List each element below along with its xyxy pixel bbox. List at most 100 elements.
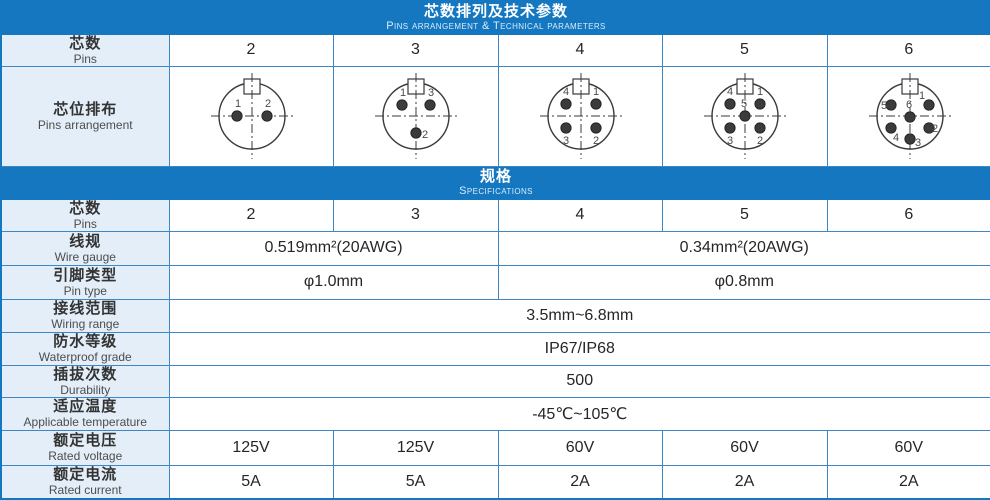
- svg-text:4: 4: [562, 86, 568, 98]
- voltage-label-zh: 额定电压: [2, 432, 169, 449]
- waterproof-label-zh: 防水等级: [2, 333, 169, 350]
- section2-title-zh: 规格: [2, 168, 990, 185]
- wiring-range-label-zh: 接线范围: [2, 300, 169, 317]
- wiring-range-label-en: Wiring range: [2, 317, 169, 331]
- spec-pins-label-en: Pins: [2, 217, 169, 231]
- spec-pins-count-6: 6: [827, 199, 990, 231]
- section2-title-en: Specifications: [2, 185, 990, 197]
- svg-text:1: 1: [918, 90, 924, 102]
- spec-pins-count-4: 4: [498, 199, 662, 231]
- 3-pin connector-drawing: 1 3 2: [334, 67, 498, 165]
- spec-pins-label-zh: 芯数: [2, 200, 169, 217]
- svg-text:2: 2: [931, 123, 937, 135]
- spec-pins-count-3: 3: [333, 199, 498, 231]
- voltage-value-3: 125V: [333, 430, 498, 465]
- svg-text:3: 3: [562, 135, 568, 147]
- svg-text:2: 2: [264, 98, 270, 110]
- spec-row-waterproof-grade: 防水等级 Waterproof grade IP67/IP68: [1, 332, 990, 365]
- svg-text:3: 3: [914, 137, 920, 149]
- svg-text:2: 2: [592, 135, 598, 147]
- svg-text:5: 5: [740, 98, 746, 110]
- pins-count-row: 芯数 Pins 2 3 4 5 6: [1, 34, 990, 66]
- spec-pins-count-2: 2: [169, 199, 333, 231]
- voltage-label-en: Rated voltage: [2, 449, 169, 463]
- 2-pin connector-drawing: 12: [170, 67, 334, 165]
- spec-pins-label-cell: 芯数 Pins: [1, 199, 169, 231]
- wiring-range-value: 3.5mm~6.8mm: [169, 299, 990, 332]
- pin-type-value-4-6: φ0.8mm: [498, 265, 990, 299]
- voltage-value-6: 60V: [827, 430, 990, 465]
- connector-diagram-4pin: 4 1 3 2: [498, 66, 662, 166]
- pins-count-6: 6: [827, 34, 990, 66]
- voltage-value-4: 60V: [498, 430, 662, 465]
- pins-count-2: 2: [169, 34, 333, 66]
- pins-label-zh: 芯数: [2, 35, 169, 52]
- voltage-value-2: 125V: [169, 430, 333, 465]
- svg-text:1: 1: [756, 86, 762, 98]
- pin-type-value-2-3: φ1.0mm: [169, 265, 498, 299]
- current-value-3: 5A: [333, 465, 498, 499]
- wire-gauge-value-2-3: 0.519mm²(20AWG): [169, 231, 498, 265]
- pins-count-4: 4: [498, 34, 662, 66]
- arrangement-label-en: Pins arrangement: [2, 118, 169, 132]
- pins-count-5: 5: [662, 34, 827, 66]
- spec-row-pin-type: 引脚类型 Pin type φ1.0mm φ0.8mm: [1, 265, 990, 299]
- current-value-2: 5A: [169, 465, 333, 499]
- 4-pin connector-drawing: 4 1 3 2: [499, 67, 663, 165]
- temperature-label-en: Applicable temperature: [2, 415, 169, 429]
- current-label-zh: 额定电流: [2, 466, 169, 483]
- spec-pins-count-5: 5: [662, 199, 827, 231]
- 6-pin connector-drawing: 123456: [828, 67, 990, 165]
- pins-label-cell: 芯数 Pins: [1, 34, 169, 66]
- wire-gauge-value-4-6: 0.34mm²(20AWG): [498, 231, 990, 265]
- svg-text:2: 2: [756, 135, 762, 147]
- spec-row-temperature: 适应温度 Applicable temperature -45℃~105℃: [1, 397, 990, 430]
- spec-row-rated-voltage: 额定电压 Rated voltage 125V 125V 60V 60V 60V: [1, 430, 990, 465]
- svg-text:2: 2: [421, 129, 427, 141]
- section-header-specifications: 规格 Specifications: [1, 166, 990, 199]
- current-value-5: 2A: [662, 465, 827, 499]
- svg-text:3: 3: [427, 87, 433, 99]
- svg-text:1: 1: [592, 86, 598, 98]
- spec-row-wiring-range: 接线范围 Wiring range 3.5mm~6.8mm: [1, 299, 990, 332]
- durability-label-zh: 插拔次数: [2, 366, 169, 383]
- svg-text:1: 1: [399, 87, 405, 99]
- arrangement-label-zh: 芯位排布: [2, 101, 169, 118]
- current-value-6: 2A: [827, 465, 990, 499]
- wire-gauge-label-zh: 线规: [2, 233, 169, 250]
- temperature-label-zh: 适应温度: [2, 398, 169, 415]
- section-header-parameters: 芯数排列及技术参数 Pins arrangement & Technical p…: [1, 1, 990, 34]
- temperature-value: -45℃~105℃: [169, 397, 990, 430]
- spec-pins-count-row: 芯数 Pins 2 3 4 5 6: [1, 199, 990, 231]
- current-value-4: 2A: [498, 465, 662, 499]
- svg-text:4: 4: [726, 86, 732, 98]
- spec-row-durability: 插拔次数 Durability 500: [1, 365, 990, 397]
- durability-value: 500: [169, 365, 990, 397]
- pin-type-label-en: Pin type: [2, 284, 169, 298]
- current-label-en: Rated current: [2, 483, 169, 497]
- spec-row-wire-gauge: 线规 Wire gauge 0.519mm²(20AWG) 0.34mm²(20…: [1, 231, 990, 265]
- voltage-value-5: 60V: [662, 430, 827, 465]
- svg-text:6: 6: [905, 99, 911, 111]
- pins-count-3: 3: [333, 34, 498, 66]
- arrangement-label-cell: 芯位排布 Pins arrangement: [1, 66, 169, 166]
- waterproof-label-en: Waterproof grade: [2, 350, 169, 364]
- 5-pin connector-drawing: 4 15 3 2: [663, 67, 827, 165]
- svg-text:4: 4: [892, 132, 898, 144]
- durability-label-en: Durability: [2, 383, 169, 397]
- wire-gauge-label-en: Wire gauge: [2, 250, 169, 264]
- waterproof-value: IP67/IP68: [169, 332, 990, 365]
- pins-label-en: Pins: [2, 52, 169, 66]
- section1-title-zh: 芯数排列及技术参数: [2, 3, 990, 20]
- pin-type-label-zh: 引脚类型: [2, 267, 169, 284]
- svg-text:3: 3: [726, 135, 732, 147]
- svg-text:1: 1: [234, 98, 240, 110]
- section1-title-en: Pins arrangement & Technical parameters: [2, 20, 990, 32]
- svg-text:5: 5: [880, 100, 886, 112]
